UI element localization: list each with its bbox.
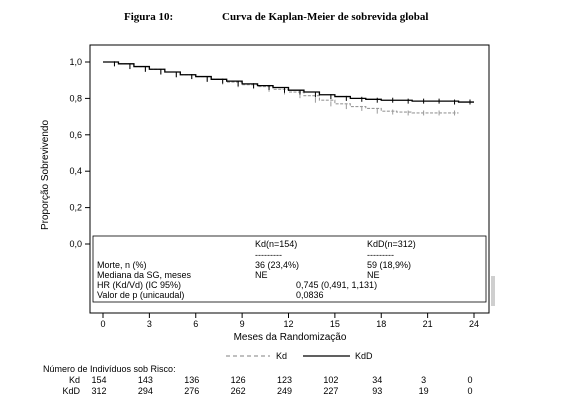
- risk-cell: 154: [91, 375, 106, 385]
- stats-separator-kd: ---------: [255, 250, 282, 260]
- y-tick-label: 0,2: [69, 203, 82, 213]
- x-tick-label: 12: [283, 319, 293, 329]
- legend-kd-label: Kd: [276, 351, 287, 361]
- figure-title: Curva de Kaplan-Meier de sobrevida globa…: [222, 11, 428, 23]
- y-tick-label: 0,6: [69, 130, 82, 140]
- stats-header-kd: Kd(n=154): [255, 239, 297, 249]
- risk-cell: 0: [467, 375, 472, 385]
- x-axis-label: Meses da Randomização: [234, 332, 347, 343]
- risk-cell: 102: [323, 375, 338, 385]
- stats-row-shared-value: 0,0836: [296, 290, 324, 300]
- risk-cell: 126: [231, 375, 246, 385]
- survival-curves: [103, 61, 474, 116]
- x-tick-label: 0: [100, 319, 105, 329]
- y-axis-label: Proporção Sobrevivendo: [40, 120, 51, 231]
- risk-row-label: KdD: [62, 386, 80, 396]
- stats-row-kd-value: NE: [255, 270, 268, 280]
- stats-row-kdd-value: 59 (18,9%): [367, 260, 411, 270]
- stats-box: [92, 235, 487, 303]
- stats-row-kdd-value: NE: [367, 270, 380, 280]
- risk-row-label: Kd: [69, 375, 80, 385]
- y-tick-label: 0,4: [69, 166, 82, 176]
- stats-row-label: Mediana da SG, meses: [97, 270, 192, 280]
- risk-cell: 0: [467, 386, 472, 396]
- legend: Kd KdD: [226, 351, 373, 361]
- risk-cell: 93: [372, 386, 382, 396]
- x-tick-label: 3: [147, 319, 152, 329]
- plot-frame: [89, 44, 490, 314]
- risk-cell: 294: [138, 386, 153, 396]
- x-tick-label: 6: [193, 319, 198, 329]
- legend-kdd-label: KdD: [355, 351, 373, 361]
- risk-cell: 249: [277, 386, 292, 396]
- risk-cell: 123: [277, 375, 292, 385]
- survival-curve-kdd: [103, 61, 474, 103]
- figure-number: Figura 10:: [124, 11, 173, 23]
- y-tick-label: 1,0: [69, 57, 82, 67]
- x-tick-label: 9: [240, 319, 245, 329]
- stats-header-kdd: KdD(n=312): [367, 239, 416, 249]
- x-axis-ticks: 0 3 6 9 12 15 18 21 24: [100, 313, 479, 329]
- x-tick-label: 18: [376, 319, 386, 329]
- stats-row-label: HR (Kd/Vd) (IC 95%): [97, 280, 181, 290]
- risk-table-title: Número de Indivíduos sob Risco:: [43, 364, 176, 374]
- stats-table: Kd(n=154) KdD(n=312) --------- ---------…: [97, 239, 416, 300]
- stats-separator-kdd: ---------: [367, 250, 394, 260]
- stats-row-shared-value: 0,745 (0,491, 1,131): [296, 280, 377, 290]
- risk-cell: 276: [184, 386, 199, 396]
- side-watermark: [491, 276, 495, 306]
- x-tick-label: 21: [423, 319, 433, 329]
- risk-cell: 3: [421, 375, 426, 385]
- risk-cell: 19: [419, 386, 429, 396]
- y-tick-label: 0,8: [69, 93, 82, 103]
- risk-cell: 34: [372, 375, 382, 385]
- y-tick-label: 0,0: [69, 239, 82, 249]
- risk-cell: 312: [91, 386, 106, 396]
- y-axis-ticks: 0,0 0,2 0,4 0,6 0,8 1,0: [69, 57, 90, 249]
- x-tick-label: 15: [330, 319, 340, 329]
- stats-row-label: Morte, n (%): [97, 260, 147, 270]
- risk-table: Kd 154 143 136 126 123 102 34 3 0 KdD 312 294 276 262 2…: [62, 375, 472, 396]
- risk-cell: 262: [231, 386, 246, 396]
- stats-row-label: Valor de p (unicaudal): [97, 290, 184, 300]
- risk-cell: 136: [184, 375, 199, 385]
- x-tick-label: 24: [469, 319, 479, 329]
- risk-cell: 227: [323, 386, 338, 396]
- stats-row-kd-value: 36 (23,4%): [255, 260, 299, 270]
- risk-cell: 143: [138, 375, 153, 385]
